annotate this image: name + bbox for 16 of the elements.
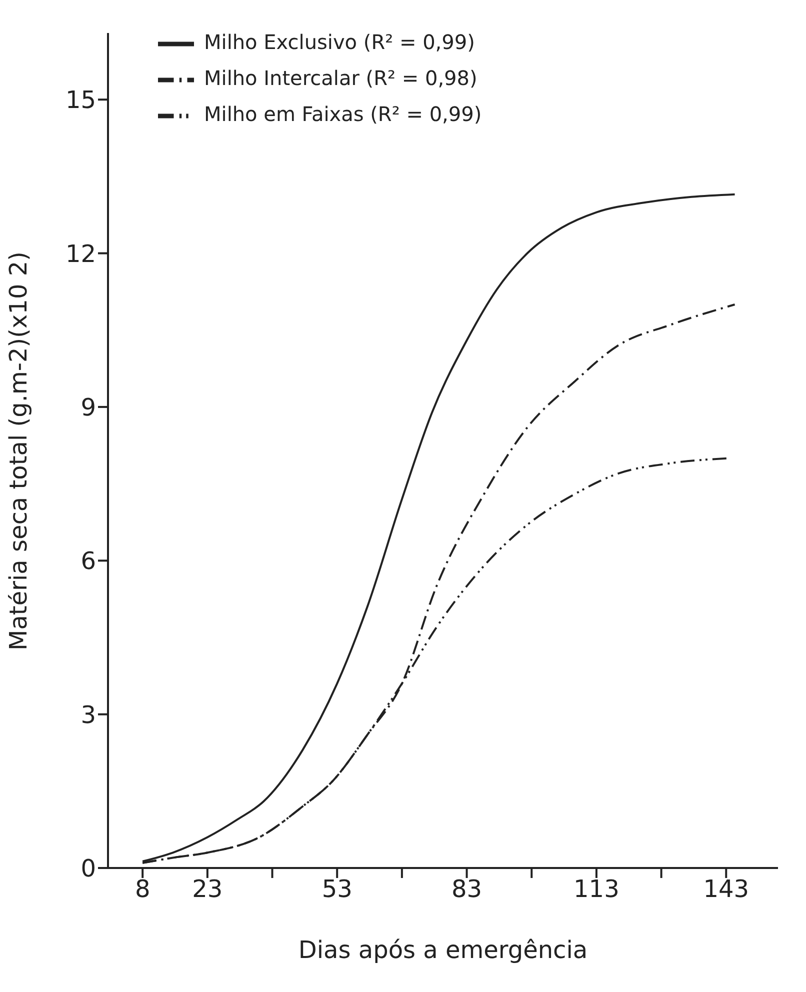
x-tick-label: 23	[192, 875, 223, 904]
x-tick-label: 8	[134, 875, 150, 904]
y-tick-label: 6	[80, 547, 96, 576]
y-tick-label: 9	[80, 393, 96, 422]
x-tick-label: 53	[322, 875, 352, 904]
x-tick-label: 143	[703, 875, 750, 904]
x-tick-label: 83	[452, 875, 482, 904]
legend-label: Milho em Faixas (R² = 0,99)	[204, 102, 482, 126]
y-tick-label: 0	[80, 854, 96, 883]
y-tick-label: 15	[65, 86, 96, 114]
legend-label: Milho Intercalar (R² = 0,98)	[204, 66, 478, 90]
y-tick-label: 3	[80, 700, 96, 729]
legend-label: Milho Exclusivo (R² = 0,99)	[204, 30, 475, 54]
y-tick-label: 12	[65, 240, 96, 268]
x-axis-title: Dias após a emergência	[298, 936, 588, 964]
x-tick-label: 113	[574, 875, 620, 904]
